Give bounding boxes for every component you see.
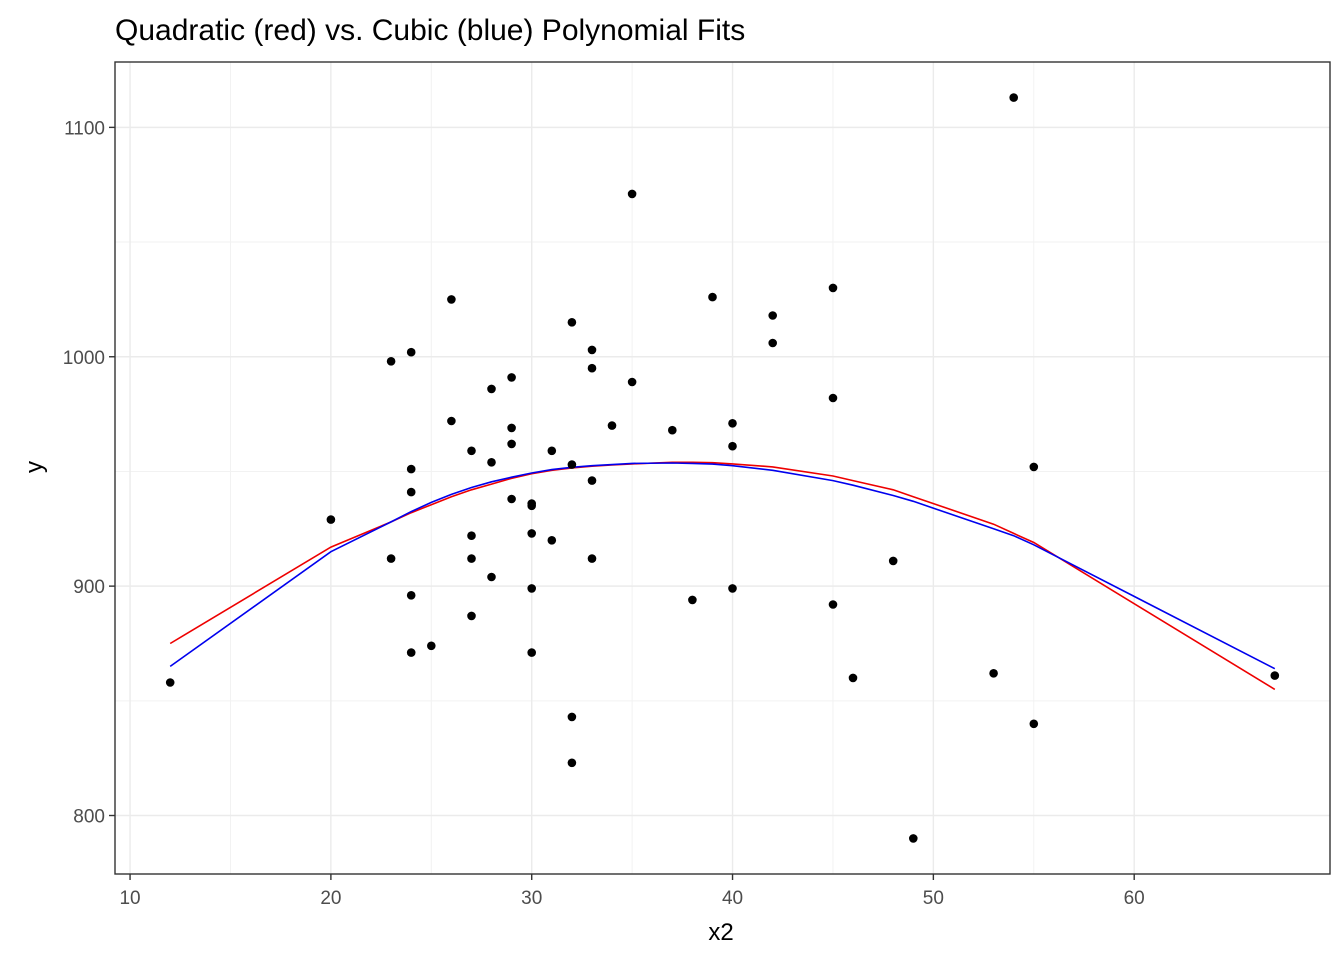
data-point bbox=[627, 189, 637, 199]
data-point bbox=[768, 311, 777, 320]
quadratic-fit-line bbox=[169, 461, 1276, 691]
y-tick-label: 1000 bbox=[63, 348, 105, 369]
data-point bbox=[527, 529, 536, 538]
data-point bbox=[848, 673, 858, 683]
major-gridlines bbox=[115, 62, 1330, 874]
data-point bbox=[627, 377, 637, 387]
data-point bbox=[728, 441, 737, 451]
data-point bbox=[567, 318, 577, 327]
data-point bbox=[467, 531, 476, 540]
y-tick-label: 800 bbox=[73, 807, 105, 828]
y-axis-title: y bbox=[21, 461, 48, 473]
data-point bbox=[828, 600, 838, 609]
data-point bbox=[406, 487, 416, 497]
data-point bbox=[828, 393, 838, 403]
x-tick-label: 60 bbox=[1124, 888, 1145, 909]
data-point bbox=[507, 373, 516, 382]
data-point bbox=[406, 347, 416, 357]
x-axis-title: x2 bbox=[708, 919, 733, 946]
data-point bbox=[1029, 462, 1039, 472]
data-point bbox=[728, 584, 737, 593]
x-tick-label: 10 bbox=[119, 888, 140, 909]
data-point bbox=[386, 357, 396, 366]
data-point bbox=[607, 421, 617, 430]
data-point bbox=[507, 439, 516, 449]
data-point bbox=[527, 648, 536, 657]
data-point bbox=[1009, 93, 1018, 102]
data-point bbox=[909, 834, 918, 843]
data-point bbox=[447, 416, 456, 426]
data-point bbox=[165, 678, 175, 687]
cubic-fit-line bbox=[169, 462, 1276, 670]
data-point bbox=[567, 758, 577, 768]
data-point bbox=[1270, 671, 1280, 680]
data-point bbox=[708, 292, 717, 302]
data-point bbox=[467, 446, 476, 456]
data-point bbox=[668, 425, 677, 435]
series-layer bbox=[169, 461, 1276, 691]
data-point bbox=[587, 363, 597, 373]
panel-border bbox=[114, 61, 1331, 875]
data-point bbox=[688, 595, 697, 605]
data-point bbox=[547, 536, 557, 545]
data-point bbox=[888, 556, 898, 566]
data-point bbox=[467, 554, 476, 563]
data-point bbox=[467, 611, 476, 621]
x-tick-label: 30 bbox=[521, 888, 542, 909]
x-tick-label: 50 bbox=[923, 888, 944, 909]
data-point bbox=[527, 501, 536, 511]
x-tick-label: 20 bbox=[320, 888, 341, 909]
data-point bbox=[587, 345, 597, 355]
data-point bbox=[487, 458, 496, 467]
data-point bbox=[427, 641, 436, 651]
data-point bbox=[406, 648, 416, 657]
data-point bbox=[507, 494, 516, 504]
data-point bbox=[567, 712, 577, 722]
data-point bbox=[728, 419, 737, 428]
data-point bbox=[547, 446, 557, 456]
data-point bbox=[326, 515, 336, 524]
data-point bbox=[567, 460, 577, 469]
data-point bbox=[507, 423, 516, 433]
data-point bbox=[1029, 719, 1039, 729]
data-points bbox=[165, 93, 1280, 843]
x-tick-label: 40 bbox=[722, 888, 743, 909]
data-point bbox=[487, 384, 496, 394]
data-point bbox=[828, 283, 838, 293]
data-point bbox=[527, 584, 536, 593]
chart-title: Quadratic (red) vs. Cubic (blue) Polynom… bbox=[115, 14, 745, 47]
axis-ticks: 10 20 30 40 50 60 800 900 1000 1100 bbox=[63, 118, 1145, 909]
minor-gridlines bbox=[115, 62, 1330, 874]
y-tick-label: 900 bbox=[73, 577, 105, 598]
data-point bbox=[386, 554, 396, 563]
data-point bbox=[406, 464, 416, 474]
data-point bbox=[768, 338, 777, 348]
data-point bbox=[406, 591, 416, 600]
data-point bbox=[587, 476, 597, 485]
y-tick-label: 1100 bbox=[64, 118, 105, 139]
data-point bbox=[587, 554, 597, 563]
data-point bbox=[989, 669, 998, 678]
data-point bbox=[447, 295, 456, 304]
data-point bbox=[487, 572, 496, 582]
